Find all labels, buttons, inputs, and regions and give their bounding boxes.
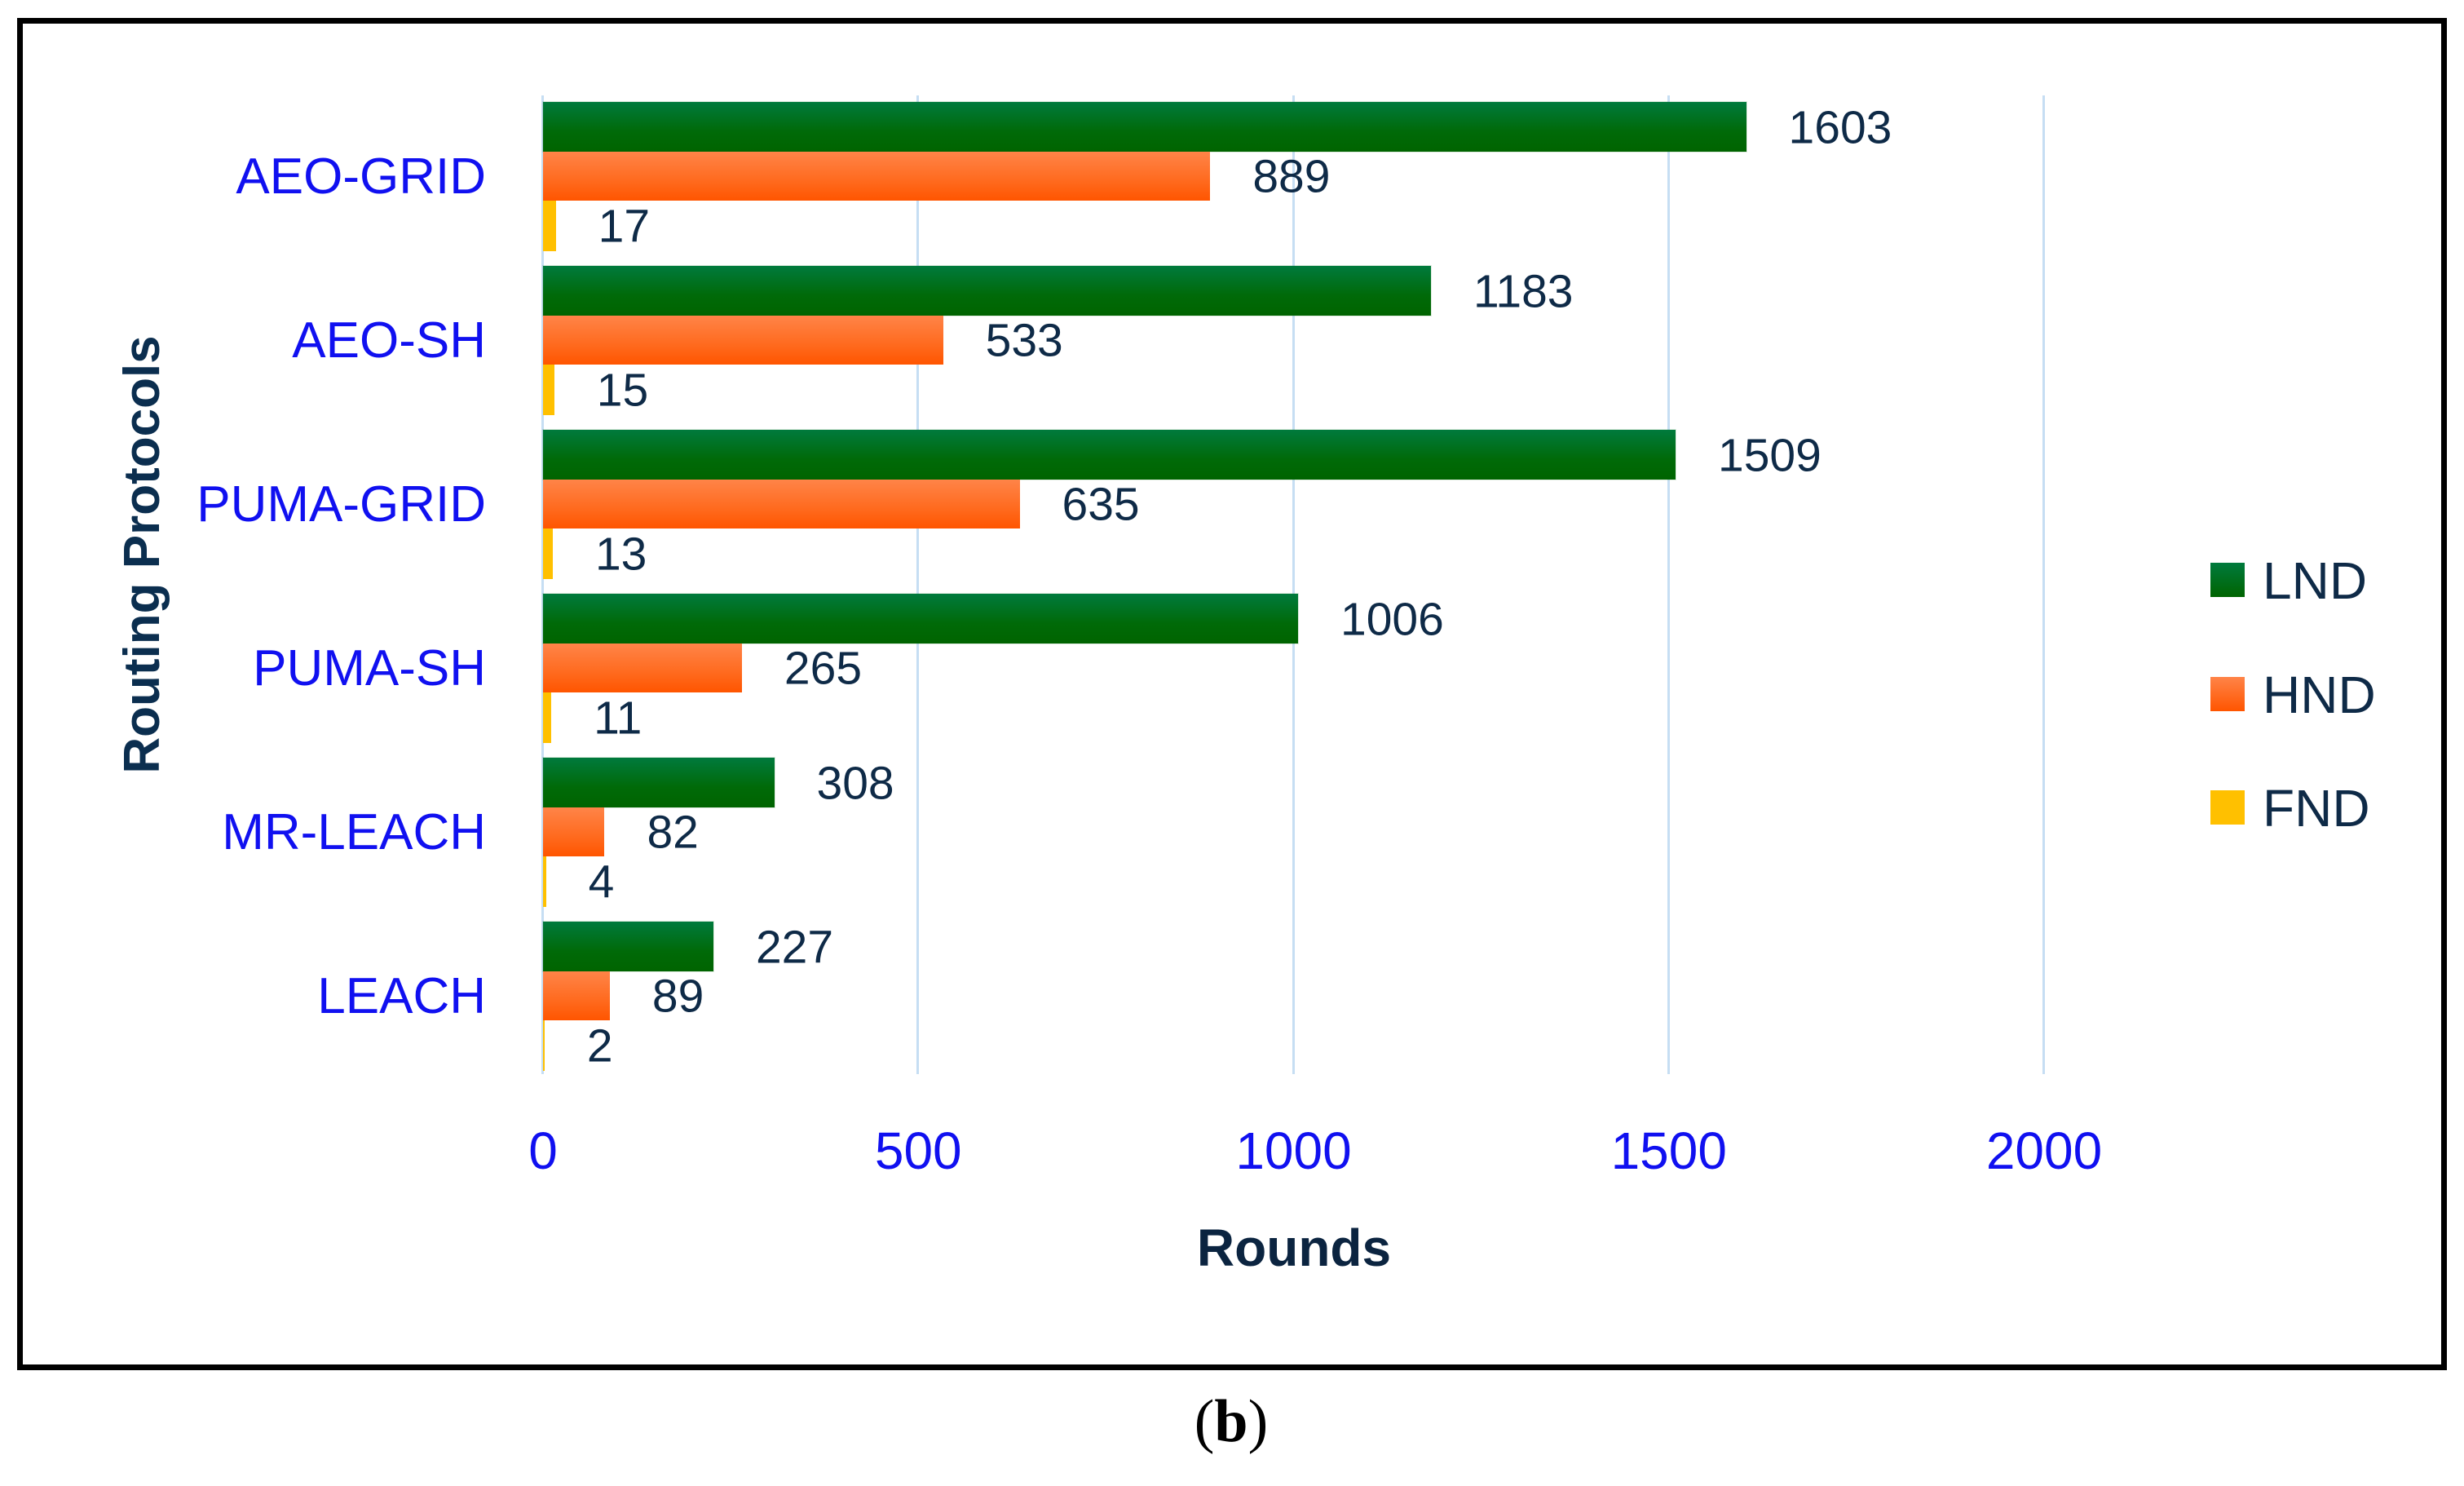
x-tick-label: 500 [874,1121,962,1180]
y-axis-title: Routing Protocols [114,335,170,774]
bar-fnd [543,365,554,415]
value-label: 1006 [1340,593,1444,645]
gridline [541,95,544,1074]
value-label: 17 [598,200,651,253]
legend-swatch-hnd-icon [2210,677,2245,711]
value-label: 635 [1062,478,1140,531]
bar-hnd [543,971,610,1020]
figure-caption: (b) [1194,1391,1268,1452]
bar-fnd [543,1020,545,1071]
legend-label: FND [2263,778,2370,838]
category-axis: AEO-GRID AEO-SH PUMA-GRID PUMA-SH MR-LEACH LE… [0,0,486,1486]
figure-frame [17,18,2447,1370]
bar-hnd [543,316,943,365]
category-label: AEO-GRID [236,148,486,205]
x-tick-label: 1000 [1235,1121,1352,1180]
bar-lnd [543,922,713,971]
bar-fnd [543,529,553,579]
legend-swatch-fnd-icon [2210,790,2245,825]
value-label: 4 [588,856,615,909]
bar-fnd [543,856,546,907]
x-tick-label: 0 [528,1121,558,1180]
category-label: AEO-SH [292,312,486,369]
caption-open: ( [1194,1388,1215,1455]
value-label: 308 [816,757,894,809]
bar-lnd [543,430,1676,480]
value-label: 89 [651,970,704,1023]
value-label: 889 [1252,150,1331,203]
value-label: 2 [586,1019,613,1072]
value-label: 227 [755,921,834,973]
category-label: MR-LEACH [222,804,486,860]
bar-hnd [543,643,742,692]
legend-swatch-lnd-icon [2210,563,2245,597]
bar-lnd [543,266,1431,316]
legend-label: LND [2263,551,2368,610]
bar-hnd [543,480,1020,529]
value-label: 265 [784,642,863,695]
value-label: 13 [594,528,647,581]
value-label: 15 [596,364,649,417]
value-label: 11 [594,692,642,745]
bar-hnd [543,152,1211,201]
x-tick-label: 2000 [1985,1121,2103,1180]
gridline [2042,95,2045,1074]
gridline [1667,95,1670,1074]
x-tick-label: 1500 [1610,1121,1727,1180]
caption-letter: b [1214,1388,1248,1455]
bar-lnd [543,758,775,807]
value-label: 533 [985,314,1063,367]
value-label: 82 [647,806,699,859]
legend-label: HND [2263,665,2376,724]
bar-lnd [543,102,1746,152]
caption-close: ) [1247,1388,1269,1455]
category-label: PUMA-SH [253,640,486,697]
bar-fnd [543,692,552,743]
category-label: PUMA-GRID [197,476,486,533]
value-label: 1603 [1788,101,1892,153]
value-label: 1509 [1718,429,1822,481]
bar-hnd [543,807,605,856]
value-label: 1183 [1473,265,1574,317]
bar-lnd [543,594,1299,643]
category-label: LEACH [317,968,486,1024]
x-axis-title: Rounds [1196,1218,1392,1277]
bar-fnd [543,201,556,251]
gridline [1292,95,1295,1074]
gridline [916,95,920,1074]
